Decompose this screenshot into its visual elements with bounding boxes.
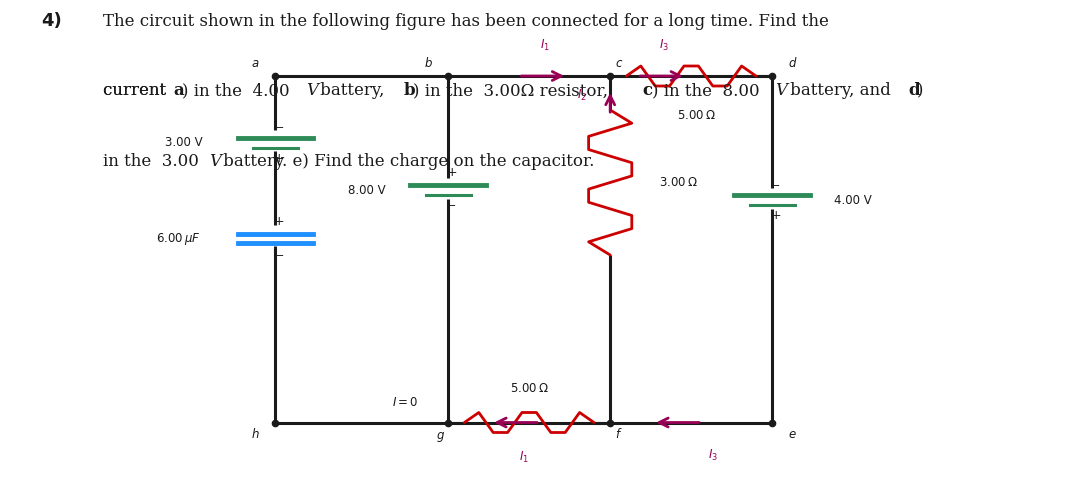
Text: d: d <box>788 57 796 70</box>
Text: $+$: $+$ <box>273 215 284 228</box>
Text: f: f <box>615 428 619 442</box>
Text: a: a <box>252 57 259 70</box>
Text: b: b <box>404 82 416 99</box>
Text: battery,: battery, <box>315 82 390 99</box>
Text: $5.00\,\Omega$: $5.00\,\Omega$ <box>510 382 549 395</box>
Text: $-$: $-$ <box>446 199 457 209</box>
Text: battery, and: battery, and <box>784 82 895 99</box>
Text: $3.00\,\Omega$: $3.00\,\Omega$ <box>659 176 698 189</box>
Text: The circuit shown in the following figure has been connected for a long time. Fi: The circuit shown in the following figur… <box>103 12 828 29</box>
Text: $5.00\,\Omega$: $5.00\,\Omega$ <box>677 108 716 122</box>
Text: $+$: $+$ <box>770 209 781 222</box>
Text: V: V <box>208 152 221 170</box>
Text: a: a <box>174 82 185 99</box>
Text: ) in the  3.00Ω resistor,: ) in the 3.00Ω resistor, <box>413 82 612 99</box>
Text: $+$: $+$ <box>446 166 457 179</box>
Text: ) in the  4.00: ) in the 4.00 <box>183 82 289 99</box>
Text: $-$: $-$ <box>273 249 284 259</box>
Text: ): ) <box>917 82 923 99</box>
Text: g: g <box>436 428 444 442</box>
Text: $I_3$: $I_3$ <box>707 448 718 462</box>
Text: $+$: $+$ <box>273 152 284 164</box>
Text: ) in the  8.00: ) in the 8.00 <box>651 82 759 99</box>
Text: V: V <box>307 82 319 99</box>
Text: 4.00 V: 4.00 V <box>835 194 872 206</box>
Text: 3.00 V: 3.00 V <box>165 136 202 149</box>
Text: c: c <box>643 82 653 99</box>
Text: b: b <box>424 57 432 70</box>
Text: $I=0$: $I=0$ <box>392 396 418 409</box>
Text: 8.00 V: 8.00 V <box>349 184 386 196</box>
Text: $-$: $-$ <box>770 179 781 189</box>
Text: $I_1$: $I_1$ <box>518 450 529 465</box>
Text: current: current <box>103 82 171 99</box>
Text: V: V <box>775 82 787 99</box>
Text: $I_2$: $I_2$ <box>577 88 586 102</box>
Text: in the  3.00: in the 3.00 <box>103 152 199 170</box>
Text: current: current <box>103 82 171 99</box>
Text: d: d <box>908 82 920 99</box>
Text: $I_1$: $I_1$ <box>540 38 551 54</box>
Text: e: e <box>788 428 796 442</box>
Text: battery. e) Find the charge on the capacitor.: battery. e) Find the charge on the capac… <box>218 152 594 170</box>
Text: h: h <box>252 428 259 442</box>
Text: c: c <box>615 57 622 70</box>
Text: 4): 4) <box>41 12 62 30</box>
Text: $I_3$: $I_3$ <box>659 38 670 54</box>
Text: $-$: $-$ <box>273 122 284 132</box>
Text: $6.00\,\mu F$: $6.00\,\mu F$ <box>156 231 201 247</box>
